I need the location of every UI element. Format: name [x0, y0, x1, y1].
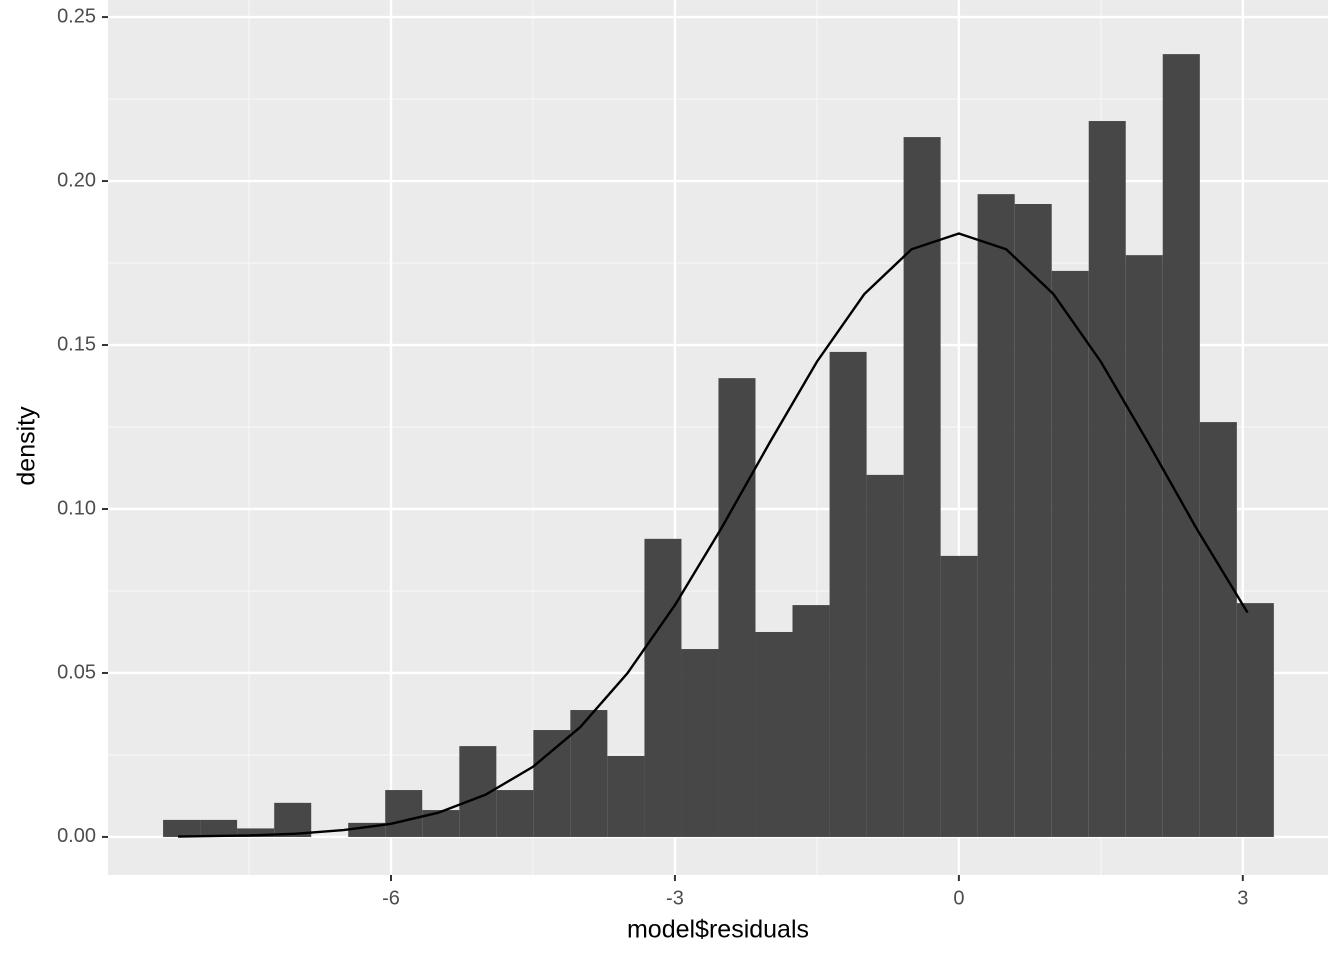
bar — [385, 790, 423, 837]
bar — [755, 631, 793, 837]
y-tick-label: 0.10 — [57, 497, 96, 519]
bar — [718, 378, 756, 837]
y-tick-label: 0.00 — [57, 825, 96, 847]
bar — [496, 790, 534, 837]
bar — [681, 649, 719, 837]
y-tick-label: 0.15 — [57, 333, 96, 355]
bar — [1199, 422, 1237, 837]
bar — [237, 828, 275, 837]
bar — [1236, 603, 1274, 837]
bar — [274, 802, 312, 837]
bar — [1051, 270, 1089, 837]
bar — [792, 605, 830, 837]
bar — [570, 710, 608, 837]
bar — [903, 137, 941, 837]
y-axis-title: density — [13, 406, 41, 486]
bar — [200, 819, 238, 837]
bar — [977, 194, 1015, 837]
y-tick-label: 0.25 — [57, 5, 96, 27]
x-tick-label: -6 — [382, 887, 400, 909]
bar — [1125, 255, 1163, 837]
bar — [866, 474, 904, 837]
x-tick-label: 3 — [1237, 887, 1248, 909]
x-tick-label: 0 — [953, 887, 964, 909]
y-tick-label: 0.05 — [57, 661, 96, 683]
y-tick-label: 0.20 — [57, 169, 96, 191]
bar — [644, 538, 682, 837]
x-axis-title: model$residuals — [627, 916, 809, 944]
density-curve — [178, 232, 1249, 838]
bar — [1088, 121, 1126, 837]
bar — [1162, 54, 1200, 837]
bar — [1014, 203, 1052, 837]
bar — [163, 819, 201, 837]
bar — [533, 730, 571, 837]
bar — [829, 351, 867, 837]
bar — [607, 755, 645, 837]
bar — [940, 555, 978, 837]
x-tick-label: -3 — [666, 887, 684, 909]
